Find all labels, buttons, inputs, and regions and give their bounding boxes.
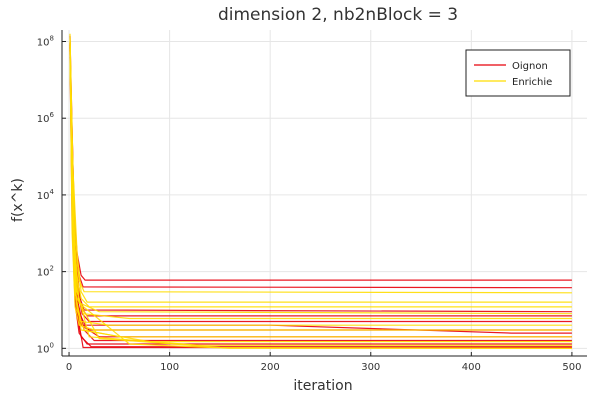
x-tick-label-4: 400 [462,362,481,373]
x-tick-label-1: 100 [160,362,179,373]
x-tick-label-5: 500 [562,362,581,373]
y-axis-label: f(x^k) [10,178,26,222]
axes [61,30,587,357]
series-lines [69,33,572,349]
y-tick-label-1: 102 [37,265,54,279]
x-axis-label: iteration [293,378,352,394]
x-tick-label-2: 200 [261,362,280,373]
legend-label-enrichie: Enrichie [512,77,552,88]
y-tick-label-2: 104 [37,188,55,202]
y-tick-label-4: 108 [37,35,54,49]
x-tick-labels: 0 100 200 300 400 500 [66,352,581,373]
legend-label-oignon: Oignon [512,61,548,72]
grid [62,30,587,356]
chart-title: dimension 2, nb2nBlock = 3 [218,5,458,25]
legend-box [465,49,571,97]
y-tick-label-0: 100 [37,341,54,355]
x-tick-label-3: 300 [361,362,380,373]
y-tick-labels: 100 102 104 106 108 [37,35,66,355]
x-tick-label-0: 0 [66,362,72,373]
legend: Oignon Enrichie [465,49,571,97]
series-line-enrichie-22 [69,47,572,349]
y-tick-label-3: 106 [37,111,55,125]
series-line-enrichie-23 [69,49,572,349]
